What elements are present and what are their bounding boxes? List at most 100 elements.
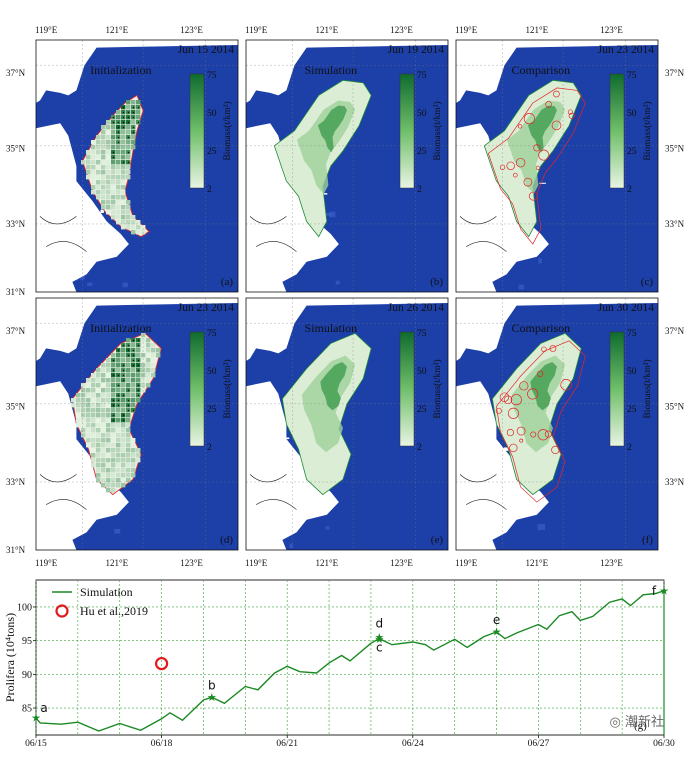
biomass-cell bbox=[96, 398, 101, 403]
biomass-cell bbox=[86, 428, 91, 433]
biomass-cell bbox=[91, 443, 96, 448]
observation-dot bbox=[137, 389, 140, 392]
legend-obs-label: Hu et al.,2019 bbox=[80, 604, 148, 618]
biomass-cell bbox=[106, 368, 111, 373]
biomass-cell bbox=[106, 383, 111, 388]
colorbar-label: Biomass(t/km²) bbox=[222, 359, 233, 418]
biomass-cell bbox=[96, 438, 101, 443]
colorbar-tick: 50 bbox=[207, 367, 217, 377]
biomass-cell bbox=[106, 210, 111, 215]
biomass-cell bbox=[111, 165, 116, 170]
biomass-cell bbox=[96, 378, 101, 383]
biomass-cell bbox=[131, 458, 136, 463]
coastal-speck bbox=[275, 438, 283, 440]
panel-date: Jun 19 2014 bbox=[388, 44, 444, 56]
observed-contour bbox=[519, 381, 529, 391]
biomass-cell bbox=[121, 135, 126, 140]
biomass-cell bbox=[106, 398, 111, 403]
biomass-cell bbox=[121, 428, 126, 433]
observation-dot bbox=[127, 409, 130, 412]
biomass-cell bbox=[126, 338, 131, 343]
coastal-speck bbox=[294, 461, 299, 464]
biomass-cell bbox=[96, 408, 101, 413]
biomass-cell bbox=[86, 150, 91, 155]
observation-dot bbox=[127, 151, 130, 154]
observed-contour bbox=[517, 124, 523, 129]
biomass-cell bbox=[126, 155, 131, 160]
biomass-cell bbox=[126, 165, 131, 170]
biomass-cell bbox=[126, 358, 131, 363]
biomass-cell bbox=[106, 483, 111, 488]
biomass-cell bbox=[116, 160, 121, 165]
biomass-cell bbox=[111, 483, 116, 488]
biomass-cell bbox=[91, 150, 96, 155]
observation-dot bbox=[117, 374, 120, 377]
star-marker: ★ bbox=[374, 632, 384, 644]
observation-dot bbox=[127, 349, 130, 352]
biomass-cell bbox=[86, 403, 91, 408]
biomass-cell bbox=[121, 170, 126, 175]
biomass-cell bbox=[126, 368, 131, 373]
biomass-cell bbox=[96, 453, 101, 458]
river-line bbox=[45, 499, 87, 510]
biomass-cell bbox=[91, 463, 96, 468]
biomass-cell bbox=[111, 170, 116, 175]
biomass-cell bbox=[146, 383, 151, 388]
biomass-cell bbox=[141, 363, 146, 368]
biomass-cell bbox=[111, 463, 116, 468]
land-south bbox=[36, 123, 129, 292]
coastal-speck bbox=[82, 195, 87, 197]
biomass-cell bbox=[91, 140, 96, 145]
panel-title: Comparison bbox=[512, 63, 571, 77]
biomass-cell bbox=[116, 358, 121, 363]
biomass-cell bbox=[121, 348, 126, 353]
biomass-cell bbox=[121, 403, 126, 408]
biomass-cell bbox=[106, 155, 111, 160]
simulation-line bbox=[35, 590, 665, 732]
biomass-cell bbox=[136, 378, 141, 383]
lon-label-bottom: 121°E bbox=[525, 558, 548, 568]
biomass-cell bbox=[126, 463, 131, 468]
biomass-cell bbox=[81, 398, 86, 403]
biomass-cell bbox=[96, 135, 101, 140]
observation-dot bbox=[132, 111, 135, 114]
colorbar bbox=[609, 73, 625, 189]
lat-label-left: 35°N bbox=[6, 401, 26, 411]
biomass-cell bbox=[91, 413, 96, 418]
observation-dot bbox=[122, 379, 125, 382]
biomass-cell bbox=[111, 175, 116, 180]
biomass-cell bbox=[81, 160, 86, 165]
biomass-cell bbox=[91, 378, 96, 383]
observation-dot bbox=[127, 116, 130, 119]
observation-dot bbox=[137, 121, 140, 124]
biomass-cell bbox=[96, 368, 101, 373]
observation-dot bbox=[137, 394, 140, 397]
colorbar-tick: 75 bbox=[627, 71, 637, 81]
biomass-cell bbox=[81, 393, 86, 398]
biomass-cell bbox=[101, 473, 106, 478]
coastal-speck bbox=[95, 227, 102, 230]
map-panel-content bbox=[36, 40, 238, 292]
biomass-cell bbox=[91, 180, 96, 185]
lon-label-top: 123°E bbox=[600, 25, 623, 35]
biomass-cell bbox=[101, 478, 106, 483]
biomass-cell bbox=[111, 478, 116, 483]
biomass-cell bbox=[121, 443, 126, 448]
coastal-speck bbox=[43, 203, 49, 206]
biomass-cell bbox=[116, 418, 121, 423]
observation-dot bbox=[122, 369, 125, 372]
biomass-cell bbox=[116, 453, 121, 458]
biomass-cell bbox=[96, 388, 101, 393]
biomass-cell bbox=[111, 200, 116, 205]
biomass-cell bbox=[91, 428, 96, 433]
panel-letter: (f) bbox=[642, 534, 653, 546]
line-chart: 85 90 95 100 06/15 06/18 06/21 06/24 06/27 06/30 P… bbox=[3, 579, 675, 749]
observation-dot bbox=[137, 359, 140, 362]
coastal-speck bbox=[71, 498, 77, 501]
panel-date: Jun 15 2014 bbox=[178, 44, 234, 56]
biomass-cell bbox=[91, 373, 96, 378]
colorbar-tick: 50 bbox=[207, 109, 217, 119]
land-north bbox=[36, 40, 238, 103]
observation-dot bbox=[117, 126, 120, 129]
shallow-sea-patch bbox=[114, 529, 121, 534]
